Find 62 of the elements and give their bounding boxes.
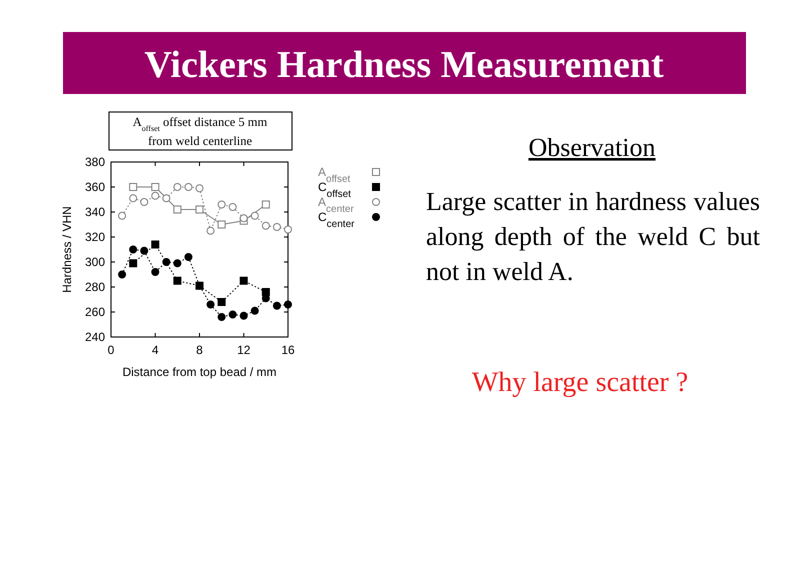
y-tick-label: 240	[84, 330, 106, 344]
x-tick-label: 8	[196, 343, 204, 357]
text: Why large scatter ?	[472, 367, 688, 398]
y-tick-label: 260	[84, 305, 106, 320]
point	[240, 276, 248, 285]
point	[206, 300, 215, 308]
point	[218, 200, 226, 208]
point	[284, 226, 292, 234]
y-axis-title: Hardness / VHN	[60, 206, 74, 293]
point	[184, 253, 192, 261]
point	[173, 206, 182, 214]
point	[240, 214, 248, 222]
point	[218, 220, 226, 228]
point	[151, 183, 160, 191]
point	[272, 223, 281, 231]
y-tick-label: 300	[84, 255, 106, 270]
x-axis-title: Distance from top bead / mm	[122, 365, 277, 379]
x-tick-label: 0	[108, 343, 115, 357]
point	[262, 200, 270, 208]
y-tick-label: 280	[84, 280, 106, 294]
point	[173, 276, 182, 285]
point	[140, 246, 148, 255]
point	[262, 288, 270, 296]
point	[218, 313, 226, 321]
point	[184, 183, 192, 191]
point	[228, 310, 237, 318]
y-tick-label: 320	[84, 230, 106, 244]
point	[284, 300, 292, 308]
x-tick-label: 12	[237, 343, 251, 357]
point	[151, 240, 160, 248]
x-tick-label: 16	[281, 343, 295, 357]
point	[206, 226, 215, 235]
text: Vickers Hardness Measurement	[144, 44, 664, 86]
point	[151, 192, 160, 200]
point	[250, 306, 259, 315]
point	[140, 198, 148, 206]
point	[129, 246, 138, 254]
point	[228, 203, 237, 211]
text: Large scatter in hardness values along depth of the weld C but not in weld A.	[426, 186, 760, 288]
point	[162, 194, 170, 202]
point	[272, 302, 281, 310]
point	[218, 298, 226, 306]
text: A$_{offset}$ offset distance 5 mm from weld centerline	[132, 115, 268, 148]
point	[118, 270, 126, 278]
point	[196, 206, 204, 214]
text: Observation	[528, 133, 656, 162]
point	[250, 212, 259, 220]
y-tick-label: 360	[84, 180, 106, 194]
point	[173, 183, 182, 191]
point	[129, 183, 138, 191]
point	[162, 258, 170, 266]
y-tick-label: 340	[84, 205, 106, 220]
point	[262, 222, 270, 230]
point	[151, 268, 160, 276]
point	[129, 259, 138, 268]
point	[240, 312, 248, 320]
point	[173, 259, 182, 268]
y-tick-label: 380	[84, 155, 106, 170]
x-tick-label: 4	[152, 343, 159, 357]
point	[118, 212, 126, 220]
point	[196, 184, 204, 192]
point	[129, 194, 138, 202]
